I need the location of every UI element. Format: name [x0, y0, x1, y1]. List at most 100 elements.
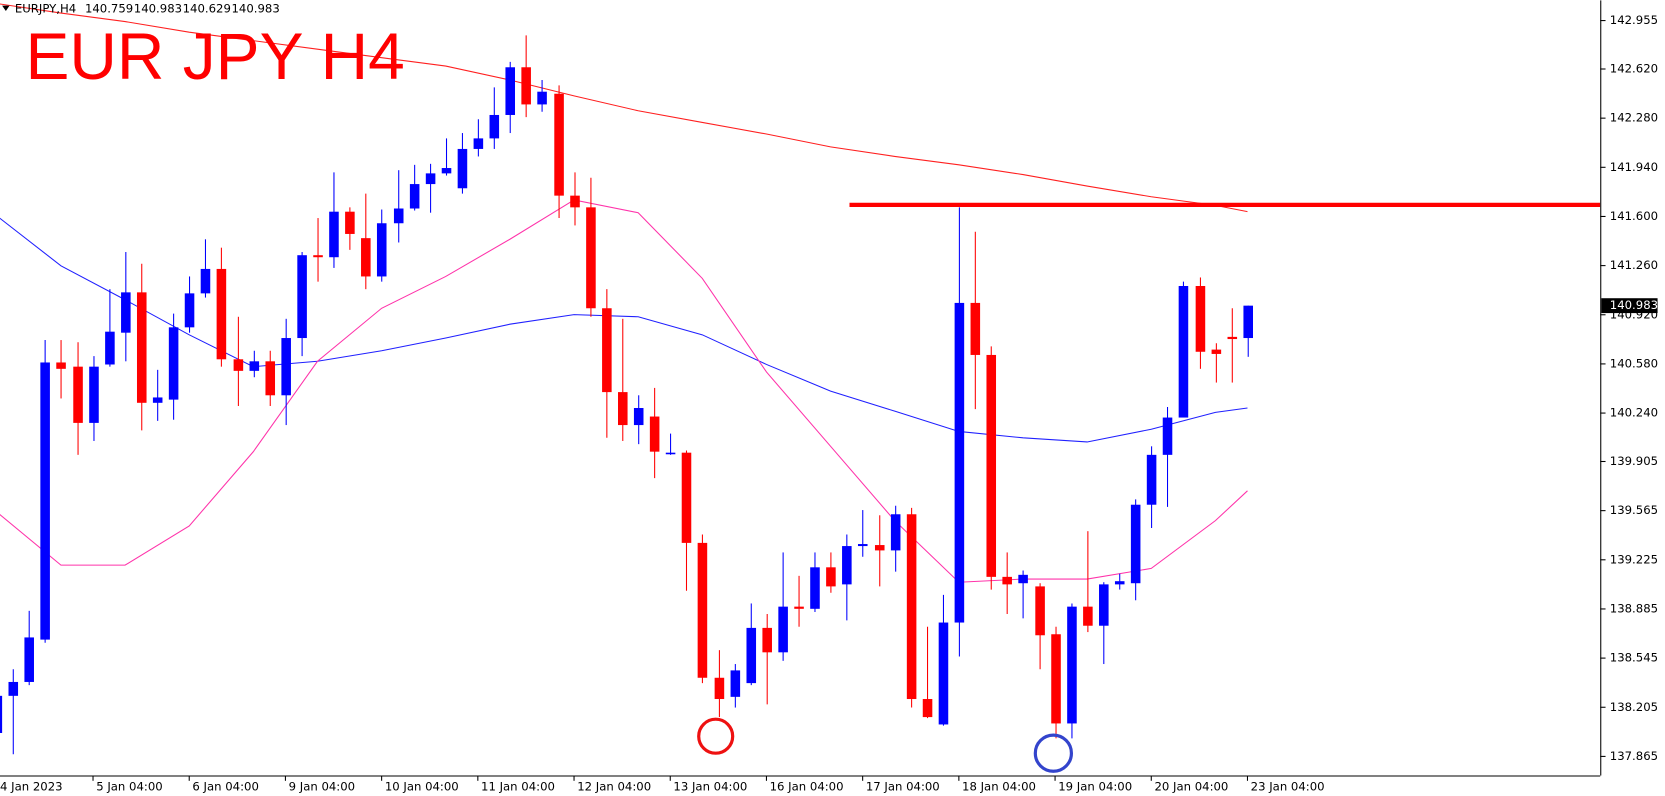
x-tick-label: 5 Jan 04:00	[96, 780, 162, 794]
candle-body	[970, 302, 981, 355]
candle-body	[1083, 606, 1093, 626]
candle-body	[473, 138, 484, 149]
y-tick-label: 138.545	[1610, 651, 1658, 665]
candle-body	[152, 397, 163, 403]
y-tick-label: 137.865	[1610, 749, 1658, 763]
candle-body	[938, 622, 949, 725]
candle-body	[1130, 504, 1141, 584]
menu-triangle[interactable]	[2, 5, 10, 11]
candle-body	[1051, 634, 1061, 724]
candle-body	[200, 268, 211, 294]
candle-body	[168, 327, 179, 400]
candle-body	[345, 211, 355, 234]
candle-body	[184, 293, 195, 328]
candle-body	[1002, 576, 1012, 585]
candle-body	[121, 292, 131, 333]
candle-body	[826, 567, 836, 587]
candle-body	[281, 338, 291, 396]
candle-body	[409, 184, 420, 209]
candle-body	[554, 93, 564, 196]
x-tick-label: 12 Jan 04:00	[577, 780, 651, 794]
candle-body	[393, 208, 404, 224]
candle-body	[665, 452, 676, 455]
candle-body	[136, 292, 147, 403]
y-tick-label: 141.260	[1610, 258, 1658, 272]
x-tick-label: 19 Jan 04:00	[1058, 780, 1132, 794]
symbol-label: EURJPY,H4	[15, 1, 76, 15]
y-tick-label: 138.205	[1610, 700, 1658, 714]
candle-body	[313, 255, 323, 258]
x-tick-label: 11 Jan 04:00	[481, 780, 555, 794]
candle-body	[602, 308, 612, 393]
x-tick-label: 6 Jan 04:00	[192, 780, 258, 794]
y-tick-label: 139.225	[1610, 552, 1658, 566]
plot-area	[0, 3, 1601, 755]
candle-body	[105, 331, 115, 365]
candle-body	[1195, 285, 1206, 352]
moving-average	[0, 3, 1248, 213]
candle-body	[1035, 586, 1045, 636]
x-tick-label: 13 Jan 04:00	[673, 780, 747, 794]
candle-body	[1243, 305, 1253, 339]
candle-body	[233, 359, 244, 371]
candle-body	[1114, 581, 1125, 585]
candle-body	[857, 544, 868, 547]
x-tick-label: 17 Jan 04:00	[866, 780, 940, 794]
candle-body	[89, 366, 99, 423]
candle-body	[986, 354, 997, 577]
candle-body	[1018, 574, 1028, 584]
current-price: 140.983	[1610, 298, 1658, 312]
candle-body	[842, 546, 852, 585]
candle-body	[56, 362, 66, 369]
y-tick-label: 142.620	[1610, 62, 1658, 76]
candle-body	[425, 173, 436, 185]
candle-body	[505, 67, 516, 115]
candle-body	[586, 207, 596, 309]
candle-body	[1146, 454, 1157, 505]
moving-average	[0, 217, 1248, 443]
candle-body	[376, 223, 387, 277]
moving-average	[0, 199, 1248, 583]
candle-body	[874, 545, 885, 551]
x-tick-label: 20 Jan 04:00	[1154, 780, 1228, 794]
candle-body	[697, 542, 708, 678]
header-price: 140.983	[134, 1, 182, 15]
header-price: 140.759	[85, 1, 133, 15]
x-tick-label: 18 Jan 04:00	[962, 780, 1036, 794]
candle-body	[1227, 336, 1238, 340]
x-tick-label: 10 Jan 04:00	[385, 780, 459, 794]
candle-body	[730, 670, 741, 697]
x-tick-label: 4 Jan 2023	[0, 780, 63, 794]
low-marker-circle	[697, 717, 735, 755]
candle-body	[361, 238, 371, 277]
candle-body	[778, 606, 788, 653]
header-price: 140.629	[183, 1, 231, 15]
candle-body	[633, 408, 644, 426]
candle-body	[40, 362, 50, 640]
y-tick-label: 138.885	[1610, 601, 1658, 615]
candle-body	[24, 637, 34, 682]
candle-body	[1099, 584, 1109, 626]
y-tick-label: 142.280	[1610, 111, 1658, 125]
candle-body	[8, 681, 19, 696]
candle-body	[1178, 285, 1189, 418]
candle-body	[1162, 417, 1173, 455]
chart-title: EUR JPY H4	[25, 19, 404, 93]
header-price: 140.983	[231, 1, 279, 15]
candle-body	[216, 268, 227, 360]
candle-body	[954, 302, 965, 623]
candle-body	[746, 627, 757, 684]
candle-body	[0, 695, 3, 733]
low-marker-circle	[1033, 733, 1074, 773]
candle-body	[441, 168, 452, 174]
candle-body	[1067, 606, 1077, 724]
candle-body	[681, 452, 692, 543]
candle-body	[906, 514, 917, 700]
candle-body	[1211, 349, 1222, 354]
candle-body	[265, 361, 276, 396]
candle-body	[537, 91, 547, 105]
candle-body	[794, 606, 804, 609]
candle-body	[618, 392, 628, 426]
candle-body	[73, 366, 83, 423]
